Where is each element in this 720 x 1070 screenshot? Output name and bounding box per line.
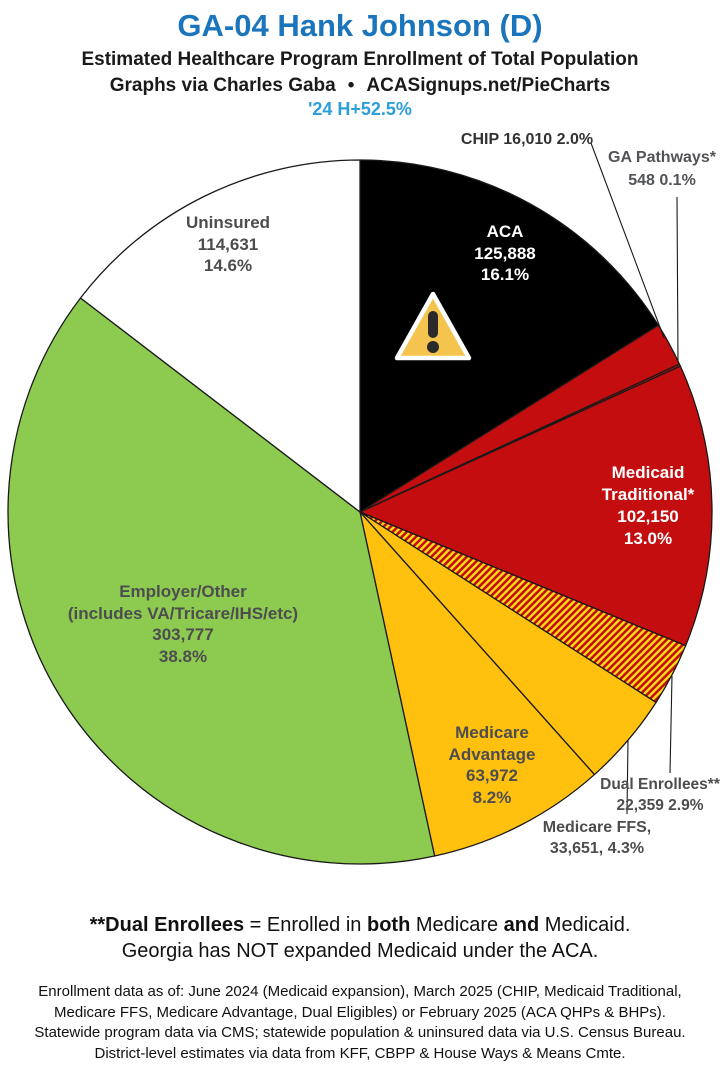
footnote-line-2: Georgia has NOT expanded Medicaid under … [121, 940, 599, 962]
slice-label-employer-other: Employer/Other (includes VA/Tricare/IHS/… [68, 581, 298, 667]
ffs-value: 33,651, 4.3% [549, 840, 645, 857]
ffs-name: Medicare FFS, [542, 819, 652, 836]
ga-pathways-leader-line [676, 196, 679, 362]
disclaimer-line: District-level estimates via data from K… [94, 1044, 626, 1062]
medicaid-pct: 13.0% [623, 529, 673, 548]
slice-label-uninsured: Uninsured 114,631 14.6% [186, 212, 270, 277]
dual-enrollees-footnote: **Dual Enrollees = Enrolled in both Medi… [0, 912, 720, 964]
medadv-pct: 8.2% [472, 787, 512, 807]
warning-triangle-icon [392, 289, 474, 365]
slice-label-chip: CHIP 16,010 2.0% [461, 129, 593, 151]
slice-label-medicare-ffs: Medicare FFS, 33,651, 4.3% [543, 817, 651, 859]
ga-name: GA Pathways* [608, 149, 716, 166]
chart-subtitle: Estimated Healthcare Program Enrollment … [81, 49, 639, 70]
aca-value: 125,888 [474, 243, 536, 263]
credit-line: Graphs via Charles Gaba • ACASignups.net/P… [0, 76, 720, 96]
uninsured-value: 114,631 [197, 234, 259, 254]
dual-value: 22,359 2.9% [616, 797, 704, 814]
credit-author: Graphs via Charles Gaba [109, 75, 336, 96]
data-sources-disclaimer: Enrollment data as of: June 2024 (Medica… [0, 982, 720, 1064]
credit-site-link[interactable]: ACASignups.net/PieCharts [366, 75, 611, 96]
employer-value: 303,777 [152, 625, 214, 644]
aca-pct: 16.1% [480, 265, 530, 284]
slice-label-dual-enrollees: Dual Enrollees** 22,359 2.9% [600, 774, 720, 816]
aca-name: ACA [486, 222, 524, 241]
disclaimer-line: Medicare FFS, Medicare Advantage, Dual E… [54, 1003, 666, 1021]
employer-pct: 38.8% [158, 646, 208, 666]
ga-value: 548 0.1% [628, 172, 696, 189]
chip-text: CHIP 16,010 2.0% [460, 131, 594, 148]
uninsured-name: Uninsured [185, 213, 271, 232]
dual-name: Dual Enrollees** [600, 776, 720, 793]
chip-leader-line [590, 142, 665, 339]
pie-slice-employer-other [7, 297, 436, 865]
uninsured-pct: 14.6% [203, 256, 253, 275]
disclaimer-line: Enrollment data as of: June 2024 (Medica… [38, 983, 682, 1000]
medicaid-value: 102,150 [617, 507, 679, 526]
partisan-lean-label: '24 H+52.5% [308, 99, 412, 119]
pie-slice-uninsured [79, 159, 361, 513]
medadv-name-2: Advantage [448, 744, 536, 764]
employer-name-1: Employer/Other [119, 582, 247, 601]
pie-slice-medicare-advantage [359, 511, 596, 857]
dual-enrollees-leader-line [669, 675, 673, 774]
slice-label-aca: ACA 125,888 16.1% [474, 221, 535, 286]
medicaid-name-2: Traditional* [601, 485, 695, 504]
medicaid-name-1: Medicaid [611, 463, 685, 482]
footnote-line-1: **Dual Enrollees = Enrolled in both Medi… [89, 914, 631, 936]
page-title: GA-04 Hank Johnson (D) [177, 8, 543, 43]
medicare-ffs-leader-line [626, 739, 629, 815]
slice-label-medicaid-traditional: Medicaid Traditional* 102,150 13.0% [602, 462, 695, 550]
medadv-name-1: Medicare [455, 723, 529, 742]
slice-label-medicare-advantage: Medicare Advantage 63,972 8.2% [449, 722, 536, 808]
bullet-separator-icon: • [347, 75, 355, 96]
pie-slice-medicaid-traditional [359, 365, 713, 647]
pie-slice-aca [359, 159, 660, 513]
disclaimer-line: Statewide program data via CMS; statewid… [34, 1024, 686, 1041]
slice-label-ga-pathways: GA Pathways* 548 0.1% [608, 146, 716, 192]
employer-name-2: (includes VA/Tricare/IHS/etc) [67, 603, 299, 623]
medadv-value: 63,972 [465, 766, 518, 785]
